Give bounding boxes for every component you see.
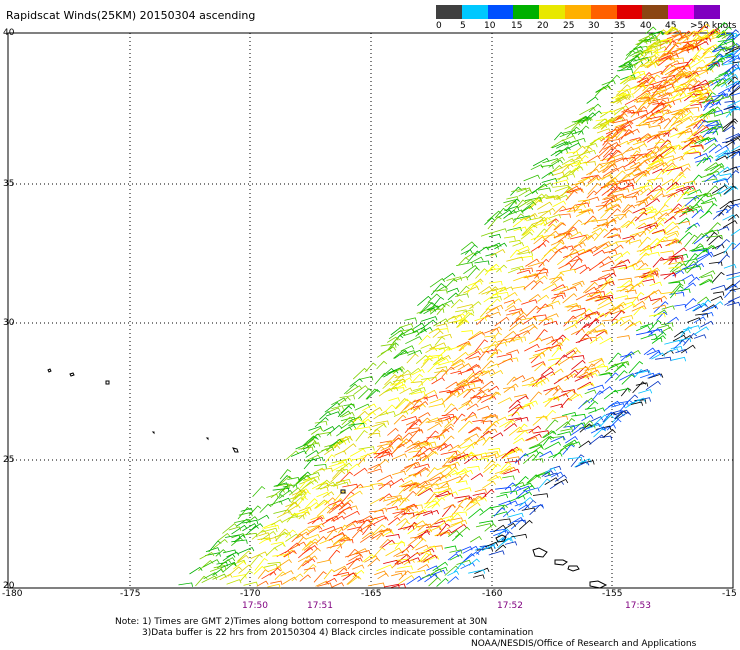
time-label-1753: 17:53 <box>625 601 651 611</box>
map-frame <box>7 32 734 589</box>
legend-swatch-9 <box>668 5 694 19</box>
lon-label-minus-180: -180 <box>2 589 23 599</box>
footnote-line-1: Note: 1) Times are GMT 2)Times along bot… <box>115 617 488 627</box>
legend-swatch-5 <box>564 5 591 19</box>
lat-label-40: 40 <box>3 28 15 38</box>
legend-label-30: 30 <box>588 21 600 31</box>
lon-label-minus-165: -165 <box>361 589 382 599</box>
legend-label-5: 5 <box>460 21 466 31</box>
map-title: Rapidscat Winds(25KM) 20150304 ascending <box>6 9 256 22</box>
wind-barbs-swath <box>178 21 740 589</box>
legend-swatch-0 <box>436 5 462 19</box>
island-outline-icon <box>47 368 608 589</box>
legend-label-40: 40 <box>640 21 652 31</box>
time-label-1750: 17:50 <box>242 601 268 611</box>
legend-label-0: 0 <box>436 21 442 31</box>
lat-lon-grid <box>8 33 733 588</box>
lat-label-30: 30 <box>3 318 15 328</box>
legend-swatch-10 <box>693 5 720 19</box>
lon-label-minus-155: -155 <box>602 589 623 599</box>
footnote-line-2: 3)Data buffer is 22 hrs from 20150304 4)… <box>142 628 534 638</box>
legend-swatch-6 <box>590 5 617 19</box>
lat-label-35: 35 <box>3 179 15 189</box>
lon-label-minus-160: -160 <box>482 589 503 599</box>
footnote-credit: NOAA/NESDIS/Office of Research and Appli… <box>471 639 697 649</box>
legend-swatch-4 <box>539 5 565 19</box>
wind-speed-color-legend <box>436 5 720 19</box>
legend-swatch-1 <box>461 5 488 19</box>
legend-swatch-3 <box>513 5 540 19</box>
legend-swatch-2 <box>487 5 514 19</box>
legend-swatch-8 <box>642 5 669 19</box>
lon-label-minus-175: -175 <box>120 589 141 599</box>
legend-label-35: 35 <box>614 21 626 31</box>
lat-label-25: 25 <box>3 455 15 465</box>
lon-label-minus-170: -170 <box>240 589 261 599</box>
wind-speed-legend-labels: 0 5 10 15 20 25 30 35 40 45 >50 knots <box>433 21 740 33</box>
lat-label-20: 20 <box>3 581 15 591</box>
time-label-1751: 17:51 <box>307 601 333 611</box>
legend-label-15: 15 <box>511 21 523 31</box>
lon-label-minus-15: -15 <box>722 589 737 599</box>
legend-label-50-knots: >50 knots <box>690 21 737 31</box>
time-label-1752: 17:52 <box>497 601 523 611</box>
legend-label-20: 20 <box>537 21 549 31</box>
legend-label-10: 10 <box>484 21 496 31</box>
legend-label-45: 45 <box>665 21 677 31</box>
legend-label-25: 25 <box>563 21 575 31</box>
legend-swatch-7 <box>616 5 643 19</box>
